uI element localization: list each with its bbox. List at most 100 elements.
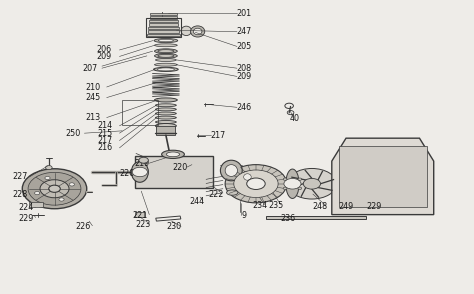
Ellipse shape [154, 67, 178, 71]
Text: 235: 235 [268, 201, 283, 210]
Text: 227: 227 [12, 173, 27, 181]
Circle shape [246, 178, 265, 190]
Text: 228: 228 [12, 190, 27, 198]
Text: 221: 221 [132, 211, 147, 220]
Text: 201: 201 [237, 9, 252, 18]
Circle shape [287, 168, 337, 199]
Text: 246: 246 [237, 103, 252, 112]
Ellipse shape [157, 68, 174, 71]
Ellipse shape [191, 26, 205, 37]
Text: 248: 248 [312, 202, 328, 211]
Ellipse shape [166, 152, 180, 157]
Ellipse shape [155, 59, 176, 61]
Ellipse shape [155, 112, 176, 115]
Text: 214: 214 [98, 121, 113, 130]
Ellipse shape [181, 26, 191, 36]
Text: 215: 215 [98, 129, 113, 138]
Text: 230: 230 [167, 223, 182, 231]
Ellipse shape [241, 171, 254, 183]
Circle shape [283, 187, 287, 190]
Bar [135, 156, 213, 188]
Circle shape [298, 178, 302, 180]
Text: 220: 220 [119, 169, 135, 178]
Ellipse shape [158, 39, 173, 42]
Circle shape [35, 191, 40, 195]
Text: 247: 247 [237, 27, 252, 36]
Circle shape [49, 185, 60, 192]
Bar [146, 18, 181, 37]
Bar [147, 34, 180, 36]
Text: 210: 210 [85, 83, 100, 91]
Bar [266, 216, 366, 219]
Circle shape [225, 165, 287, 203]
Text: 250: 250 [66, 129, 81, 138]
Ellipse shape [155, 54, 177, 58]
Text: 209: 209 [97, 52, 112, 61]
Text: 223: 223 [136, 220, 151, 228]
Circle shape [69, 183, 74, 186]
Text: 208: 208 [237, 64, 252, 73]
Text: 205: 205 [237, 42, 252, 51]
Ellipse shape [286, 169, 299, 198]
Text: 234: 234 [252, 201, 267, 210]
Bar [156, 126, 175, 135]
Ellipse shape [162, 150, 184, 158]
Circle shape [303, 178, 320, 189]
Bar [135, 212, 145, 217]
Text: 226: 226 [75, 222, 91, 231]
Ellipse shape [155, 108, 176, 111]
Text: 219: 219 [135, 159, 150, 168]
Text: 236: 236 [281, 214, 296, 223]
Ellipse shape [155, 123, 176, 128]
Text: 229: 229 [18, 214, 34, 223]
Circle shape [234, 170, 278, 198]
Circle shape [40, 180, 69, 198]
Ellipse shape [154, 39, 178, 43]
Circle shape [132, 167, 147, 177]
Bar [150, 16, 177, 19]
Text: 244: 244 [189, 197, 204, 206]
Bar [341, 147, 424, 160]
Bar [148, 30, 179, 33]
Bar [29, 202, 43, 207]
Text: 249: 249 [338, 202, 354, 211]
Text: 220: 220 [173, 163, 188, 172]
Text: 222: 222 [208, 190, 223, 198]
Bar [339, 146, 427, 207]
Ellipse shape [158, 54, 174, 57]
Text: 229: 229 [367, 202, 382, 211]
Bar [149, 20, 178, 22]
Text: 217: 217 [210, 131, 226, 140]
Text: 206: 206 [97, 46, 112, 54]
Circle shape [284, 178, 301, 189]
Text: 209: 209 [237, 72, 252, 81]
Circle shape [28, 172, 81, 205]
Ellipse shape [155, 121, 176, 123]
Ellipse shape [155, 63, 177, 66]
Bar [148, 27, 179, 29]
Ellipse shape [155, 116, 176, 119]
Text: 217: 217 [98, 136, 113, 145]
Ellipse shape [227, 190, 238, 195]
Ellipse shape [155, 104, 176, 107]
Text: 245: 245 [85, 93, 100, 102]
Ellipse shape [163, 153, 177, 159]
Text: 213: 213 [85, 113, 100, 122]
Bar [122, 100, 158, 125]
Ellipse shape [193, 28, 202, 35]
Ellipse shape [155, 44, 177, 47]
Ellipse shape [220, 160, 242, 181]
Ellipse shape [155, 98, 177, 102]
Ellipse shape [225, 165, 237, 176]
Circle shape [22, 169, 87, 209]
Bar [150, 13, 177, 15]
Ellipse shape [131, 162, 148, 182]
Bar [149, 23, 178, 26]
Text: 207: 207 [82, 64, 98, 73]
Circle shape [45, 176, 50, 180]
Text: 224: 224 [18, 203, 34, 212]
Circle shape [46, 166, 52, 170]
Text: 40: 40 [290, 114, 300, 123]
Ellipse shape [155, 49, 177, 54]
Ellipse shape [158, 50, 174, 53]
